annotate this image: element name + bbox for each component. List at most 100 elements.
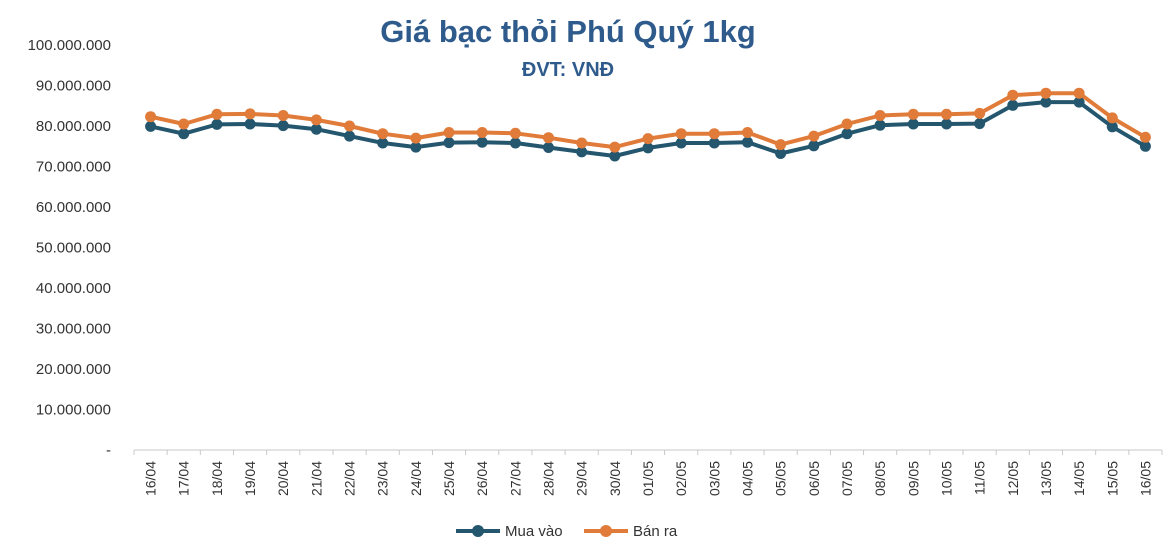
x-tick-label: 18/04: [209, 461, 225, 496]
data-point-ban-ra: [1139, 131, 1151, 143]
legend: Mua vào Bán ra: [456, 523, 678, 540]
data-point-mua-vao: [1139, 140, 1151, 152]
data-point-mua-vao: [675, 137, 687, 149]
x-tick-label: 07/05: [839, 461, 855, 496]
data-point-ban-ra: [576, 137, 588, 149]
y-axis: - 10.000.000 20.000.000 30.000.000 40.000.00…: [28, 37, 111, 459]
series-layer: [145, 87, 1151, 162]
data-point-ban-ra: [609, 141, 621, 153]
x-tick-label: 02/05: [673, 461, 689, 496]
series-ban-ra: [145, 87, 1151, 153]
chart-subtitle: ĐVT: VNĐ: [522, 59, 614, 81]
data-point-mua-vao: [509, 137, 521, 149]
data-point-mua-vao: [145, 120, 157, 132]
y-tick-label: 90.000.000: [36, 78, 111, 95]
data-point-mua-vao: [310, 123, 322, 135]
data-point-ban-ra: [377, 128, 389, 140]
data-point-ban-ra: [211, 108, 223, 120]
y-tick-label: 100.000.000: [28, 37, 111, 54]
x-axis: 16/04 17/04 18/04 19/04 20/04 21/04 22/04 23/04…: [133, 449, 1163, 496]
data-point-mua-vao: [609, 150, 621, 162]
data-point-mua-vao: [576, 146, 588, 158]
data-point-ban-ra: [841, 118, 853, 130]
data-point-mua-vao: [1040, 96, 1052, 108]
legend-item-mua-vao: Mua vào: [456, 523, 563, 540]
data-point-mua-vao: [476, 136, 488, 148]
data-point-ban-ra: [974, 107, 986, 119]
data-point-mua-vao: [708, 137, 720, 149]
legend-marker-ban-ra: [600, 525, 612, 537]
x-tick-label: 30/04: [607, 461, 623, 496]
data-point-ban-ra: [941, 108, 952, 120]
data-point-mua-vao: [211, 118, 223, 130]
data-point-ban-ra: [410, 132, 422, 144]
data-point-ban-ra: [808, 130, 820, 142]
data-point-ban-ra: [642, 133, 654, 145]
data-point-mua-vao: [808, 140, 820, 152]
data-point-ban-ra: [244, 108, 256, 120]
x-tick-label: 06/05: [806, 461, 822, 496]
x-tick-label: 11/05: [972, 461, 988, 495]
data-point-ban-ra: [874, 110, 886, 121]
data-point-mua-vao: [742, 136, 753, 148]
data-point-ban-ra: [310, 114, 322, 126]
data-point-ban-ra: [476, 127, 488, 138]
data-point-ban-ra: [708, 128, 720, 140]
data-point-mua-vao: [344, 130, 355, 142]
data-point-mua-vao: [974, 118, 986, 130]
data-point-mua-vao: [543, 142, 554, 153]
data-point-ban-ra: [543, 132, 554, 144]
data-point-mua-vao: [410, 141, 422, 153]
y-tick-label: 40.000.000: [36, 280, 111, 297]
data-point-mua-vao: [277, 120, 289, 132]
x-tick-label: 17/04: [176, 461, 192, 496]
data-point-ban-ra: [675, 128, 687, 140]
x-tick-label: 14/05: [1071, 461, 1087, 496]
data-point-ban-ra: [1040, 87, 1052, 99]
x-tick-label: 16/04: [143, 461, 159, 496]
x-tick-label: 22/04: [342, 461, 358, 496]
y-tick-label: -: [106, 442, 111, 459]
y-tick-label: 70.000.000: [36, 159, 111, 176]
data-point-mua-vao: [244, 118, 256, 130]
legend-item-ban-ra: Bán ra: [584, 523, 678, 540]
data-point-ban-ra: [1073, 87, 1085, 99]
x-tick-label: 12/05: [1005, 461, 1021, 496]
x-tick-label: 16/05: [1137, 461, 1153, 496]
y-tick-label: 60.000.000: [36, 199, 111, 216]
x-tick-label: 19/04: [242, 461, 258, 496]
data-point-ban-ra: [344, 120, 355, 132]
x-tick-label: 23/04: [375, 461, 391, 496]
data-point-mua-vao: [1007, 99, 1019, 111]
y-tick-label: 50.000.000: [36, 240, 111, 257]
legend-label-ban-ra: Bán ra: [633, 523, 678, 540]
y-tick-label: 30.000.000: [36, 321, 111, 338]
series-mua-vao: [145, 96, 1151, 162]
data-point-ban-ra: [907, 108, 919, 120]
x-tick-label: 20/04: [275, 461, 291, 496]
data-point-ban-ra: [775, 139, 787, 151]
chart-title: Giá bạc thỏi Phú Quý 1kg: [380, 14, 756, 49]
data-point-ban-ra: [1007, 89, 1019, 101]
data-point-mua-vao: [642, 142, 654, 154]
x-tick-label: 28/04: [541, 461, 557, 496]
data-point-ban-ra: [443, 127, 455, 138]
data-point-ban-ra: [145, 111, 157, 123]
data-point-ban-ra: [1106, 112, 1118, 124]
x-tick-label: 04/05: [739, 461, 755, 496]
x-tick-label: 15/05: [1104, 461, 1120, 496]
data-point-mua-vao: [775, 148, 787, 159]
x-tick-label: 13/05: [1038, 461, 1054, 496]
legend-label-mua-vao: Mua vào: [505, 523, 563, 540]
data-point-mua-vao: [907, 118, 919, 130]
legend-marker-mua-vao: [472, 525, 484, 537]
data-point-mua-vao: [941, 118, 952, 130]
data-point-ban-ra: [178, 118, 190, 130]
data-point-mua-vao: [841, 128, 853, 140]
x-tick-label: 21/04: [308, 461, 324, 496]
data-point-ban-ra: [277, 110, 289, 121]
x-tick-label: 24/04: [408, 461, 424, 496]
y-tick-label: 20.000.000: [36, 361, 111, 378]
data-point-mua-vao: [1106, 121, 1118, 133]
